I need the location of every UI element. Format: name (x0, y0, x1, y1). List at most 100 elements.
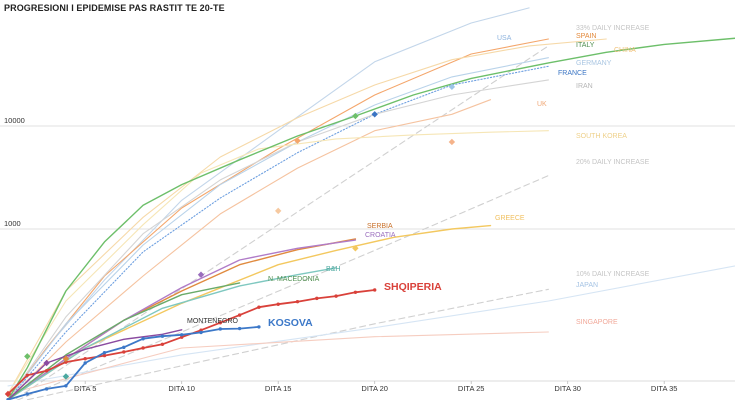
data-point-kosova (83, 361, 87, 365)
x-tick-label-10: DITA 10 (168, 384, 195, 393)
marker-china (275, 207, 282, 215)
x-tick-label-25: DITA 25 (458, 384, 485, 393)
series-label-shqiperia: SHQIPERIA (384, 281, 442, 293)
y-tick-label-10000: 10000 (4, 116, 25, 125)
data-point-kosova (237, 326, 242, 331)
series-label-japan: JAPAN (576, 282, 598, 289)
data-point-kosova (257, 325, 261, 329)
series-label-montenegro: MONTENEGRO (187, 318, 239, 325)
marker-n-macedonia (24, 353, 31, 360)
series-label-italy: ITALY (576, 42, 595, 49)
series-line-iran (7, 79, 549, 400)
data-point-shqiperia (160, 342, 165, 346)
data-point-shqiperia (373, 288, 377, 292)
series-label-33-daily-increase: 33% DAILY INCREASE (576, 25, 650, 32)
series-label-singapore: SINGAPORE (576, 319, 618, 326)
series-line-germany (7, 57, 549, 400)
data-point-shqiperia (295, 299, 300, 304)
grid-layer (0, 125, 735, 230)
marker-greece (352, 245, 359, 252)
marker-usa (448, 83, 456, 91)
series-line-n-macedonia (7, 282, 241, 400)
series-label-uk: UK (537, 101, 547, 108)
series-line-china (7, 38, 607, 395)
axis-layer: 1000 10000 DITA 5 DITA 10 DITA 15 DITA 20 DITA… (0, 116, 735, 393)
data-point-kosova (199, 330, 203, 335)
x-tick-label-20: DITA 20 (361, 384, 388, 393)
data-point-shqiperia (83, 357, 87, 361)
series-line-20-daily-increase (16, 175, 549, 400)
series-line-b-h (7, 267, 337, 400)
marker-layer (4, 83, 456, 398)
marker-croatia (197, 271, 205, 278)
series-label-france: FRANCE (558, 70, 587, 77)
series-label-iran: IRAN (576, 83, 593, 90)
series-line-10-daily-increase (23, 288, 549, 400)
data-point-kosova (64, 384, 68, 388)
label-layer: 33% DAILY INCREASE 20% DAILY INCREASE 10% … (187, 25, 650, 329)
y-tick-label-1000: 1000 (4, 219, 21, 228)
series-label-20-daily-increase: 20% DAILY INCREASE (576, 159, 650, 166)
series-line-uk (7, 99, 492, 400)
data-point-shqiperia (218, 321, 222, 325)
data-point-kosova (160, 334, 165, 338)
data-point-shqiperia (276, 302, 280, 306)
series-line-kosova (7, 325, 260, 400)
marker-spain (294, 137, 301, 144)
series-label-usa: USA (497, 35, 512, 42)
series-line-south-korea (7, 130, 549, 395)
data-point-shqiperia (102, 353, 107, 358)
chart-title: PROGRESIONI I EPIDEMISE PAS RASTIT TE 20… (4, 3, 225, 13)
series-line-montenegro (7, 329, 183, 400)
marker-uk (448, 138, 456, 146)
data-point-shqiperia (334, 294, 338, 298)
data-point-shqiperia (237, 313, 242, 317)
data-point-shqiperia (122, 350, 126, 354)
series-label-spain: SPAIN (576, 33, 597, 40)
series-label-croatia: CROATIA (365, 232, 396, 239)
marker-shqiperia (4, 390, 12, 398)
data-point-kosova (218, 327, 222, 331)
series-line-greece (7, 224, 492, 400)
x-tick-label-35: DITA 35 (651, 384, 678, 393)
x-tick-label-30: DITA 30 (554, 384, 581, 393)
marker-france (371, 111, 378, 118)
series-line-italy (7, 37, 735, 400)
series-label-serbia: SERBIA (367, 223, 393, 230)
data-point-kosova (25, 392, 29, 396)
data-point-shqiperia (180, 335, 184, 339)
marker-italy (352, 112, 359, 120)
data-point-kosova (180, 333, 184, 337)
series-label-china: CHINA (614, 47, 636, 54)
x-tick-label-5: DITA 5 (74, 384, 96, 393)
data-point-shqiperia (64, 360, 68, 364)
data-point-kosova (102, 350, 107, 355)
x-tick-label-15: DITA 15 (265, 384, 292, 393)
series-label-germany: GERMANY (576, 60, 612, 67)
marker-serbia (62, 355, 70, 362)
data-point-shqiperia (141, 346, 145, 350)
data-point-shqiperia (353, 290, 358, 294)
data-point-shqiperia (25, 373, 29, 377)
data-point-kosova (44, 387, 49, 391)
data-point-shqiperia (257, 305, 261, 309)
data-point-shqiperia (315, 296, 319, 301)
series-label-10-daily-increase: 10% DAILY INCREASE (576, 271, 650, 278)
series-label-b-h: B&H (326, 266, 340, 273)
series-label-n-macedonia: N. MACEDONIA (268, 276, 320, 283)
series-label-kosova: KOSOVA (268, 317, 313, 329)
series-line-usa (7, 7, 530, 400)
data-point-shqiperia (44, 369, 49, 373)
series-line-singapore (7, 331, 549, 395)
series-layer (6, 7, 735, 400)
series-label-greece: GREECE (495, 215, 525, 222)
data-point-kosova (141, 337, 145, 341)
series-line-33-daily-increase (13, 45, 549, 400)
data-point-kosova (122, 345, 126, 350)
series-label-south-korea: SOUTH KOREA (576, 133, 627, 140)
series-line-japan (7, 265, 735, 387)
marker-montenegro (43, 359, 50, 367)
marker-b-h (62, 373, 70, 380)
series-line-france (7, 65, 549, 400)
